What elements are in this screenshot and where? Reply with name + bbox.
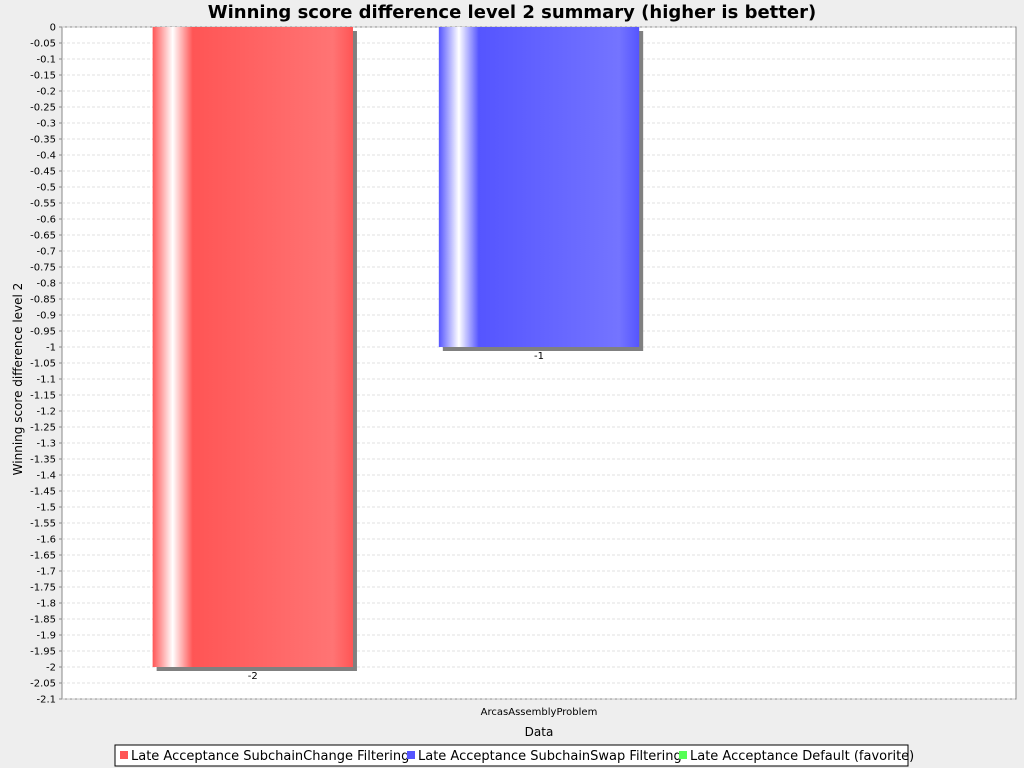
y-tick-label: -0.5 (36, 183, 56, 194)
y-tick-label: -1.3 (36, 439, 56, 450)
x-axis-label: Data (525, 725, 554, 739)
y-tick-label: -0.4 (36, 151, 56, 162)
y-tick-label: -2.1 (36, 695, 56, 706)
x-category-label: ArcasAssemblyProblem (481, 707, 598, 718)
y-tick-label: 0 (50, 23, 56, 34)
y-tick-label: -1.85 (30, 615, 56, 626)
bar (152, 27, 353, 667)
y-tick-label: -0.65 (30, 231, 56, 242)
y-tick-label: -0.75 (30, 263, 56, 274)
y-tick-label: -1.55 (30, 519, 56, 530)
y-tick-label: -0.2 (36, 87, 56, 98)
legend-frame (114, 744, 909, 767)
x-axis-categories: ArcasAssemblyProblem (481, 707, 598, 718)
y-tick-label: -0.3 (36, 119, 56, 130)
y-tick-label: -1.45 (30, 487, 56, 498)
y-tick-label: -0.45 (30, 167, 56, 178)
y-axis-label: Winning score difference level 2 (11, 283, 25, 476)
bar-value-label: -1 (534, 351, 544, 362)
legend-label: Late Acceptance SubchainSwap Filtering (418, 749, 682, 764)
y-tick-label: -0.9 (36, 311, 56, 322)
y-tick-label: -1.25 (30, 423, 56, 434)
legend-label: Late Acceptance SubchainChange Filtering (131, 749, 409, 764)
y-tick-label: -1.35 (30, 455, 56, 466)
legend-swatch (407, 751, 415, 759)
y-tick-label: -1.7 (36, 567, 56, 578)
y-tick-label: -0.7 (36, 247, 56, 258)
y-tick-label: -0.1 (36, 55, 56, 66)
y-tick-label: -0.6 (36, 215, 56, 226)
legend-label: Late Acceptance Default (favorite) (690, 749, 914, 764)
y-tick-label: -0.25 (30, 103, 56, 114)
y-tick-label: -0.95 (30, 327, 56, 338)
y-tick-label: -2 (46, 663, 56, 674)
y-tick-label: -1.15 (30, 391, 56, 402)
y-tick-label: -0.8 (36, 279, 56, 290)
y-tick-label: -0.05 (30, 39, 56, 50)
legend: Late Acceptance SubchainChange Filtering… (114, 744, 914, 767)
y-tick-label: -1.1 (36, 375, 56, 386)
legend-swatch (120, 751, 128, 759)
y-tick-label: -1.5 (36, 503, 56, 514)
y-tick-label: -1.8 (36, 599, 56, 610)
y-tick-label: -1.6 (36, 535, 56, 546)
y-tick-label: -1.75 (30, 583, 56, 594)
bar-value-label: -2 (248, 671, 258, 682)
y-tick-label: -0.35 (30, 135, 56, 146)
y-tick-label: -0.15 (30, 71, 56, 82)
legend-swatch (679, 751, 687, 759)
y-tick-label: -1.65 (30, 551, 56, 562)
bars (152, 27, 644, 671)
y-tick-label: -1 (46, 343, 56, 354)
bar (438, 27, 640, 347)
y-tick-label: -1.05 (30, 359, 56, 370)
y-tick-label: -0.85 (30, 295, 56, 306)
y-tick-label: -0.55 (30, 199, 56, 210)
chart-title: Winning score difference level 2 summary… (208, 2, 816, 23)
y-tick-label: -1.2 (36, 407, 56, 418)
y-tick-label: -1.95 (30, 647, 56, 658)
y-axis-ticks: 0 -0.05 -0.1 -0.15 -0.2 -0.25 -0.3 -0.35 -0.4 -0.… (30, 23, 62, 706)
y-tick-label: -1.9 (36, 631, 56, 642)
y-tick-label: -1.4 (36, 471, 56, 482)
y-tick-label: -2.05 (30, 679, 56, 690)
data-labels: -2 -1 (248, 351, 544, 682)
